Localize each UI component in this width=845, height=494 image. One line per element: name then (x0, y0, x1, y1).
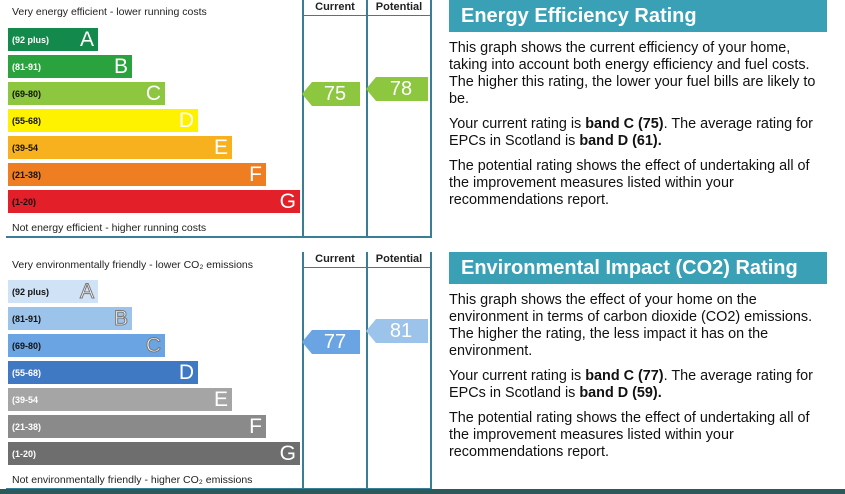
header-rule (304, 267, 430, 268)
energy-average-band: band D (61). (579, 133, 662, 149)
environment-p2-mid: . The average rating for EPCs in Scotlan… (449, 368, 813, 401)
environment-average-band: band D (59). (579, 385, 662, 401)
band-letter: G (279, 190, 296, 213)
top-caption: Very energy efficient - lower running co… (12, 6, 207, 18)
rating-band-b: (81-91) B (8, 55, 132, 78)
chart-bottom-rule (6, 236, 304, 238)
band-letter: C (145, 334, 161, 357)
bottom-caption: Not energy efficient - higher running co… (12, 222, 207, 234)
potential-rating-arrow: 81 (366, 319, 428, 343)
band-letter: D (178, 361, 194, 384)
potential-column-header: Potential (375, 1, 423, 13)
energy-p2-pre: Your current rating is (449, 116, 586, 132)
current-column-header: Current (315, 253, 355, 265)
band-letter: F (249, 163, 262, 186)
rating-band-e: (39-54 E (8, 136, 232, 159)
energy-title: Energy Efficiency Rating (449, 0, 827, 32)
band-range-label: (39-54 (12, 142, 39, 153)
band-letter: B (113, 307, 128, 330)
band-letter: E (213, 388, 228, 411)
footer-rule (0, 489, 845, 494)
rating-band-d: (55-68) D (8, 361, 198, 384)
band-range-label: (55-68) (12, 367, 42, 378)
band-letter: A (79, 280, 94, 303)
band-letter: G (279, 442, 296, 465)
band-letter: F (249, 415, 262, 438)
band-range-label: (69-80) (12, 88, 42, 99)
environment-description: Environmental Impact (CO2) Rating This g… (449, 252, 827, 461)
bottom-caption: Not environmentally friendly - higher CO… (12, 474, 253, 486)
band-range-label: (81-91) (12, 61, 42, 72)
column-divider (366, 0, 368, 238)
environment-paragraph-3: The potential rating shows the effect of… (449, 410, 810, 460)
environment-paragraph-1: This graph shows the effect of your home… (449, 292, 813, 359)
current-rating-arrow: 75 (302, 82, 360, 106)
band-range-label: (39-54 (12, 394, 39, 405)
band-range-label: (92 plus) (12, 286, 50, 297)
energy-p2-mid: . The average rating for EPCs in Scotlan… (449, 116, 813, 149)
band-range-label: (1-20) (12, 196, 37, 207)
band-range-label: (21-38) (12, 421, 42, 432)
potential-column-header: Potential (375, 253, 423, 265)
rating-band-e: (39-54 E (8, 388, 232, 411)
energy-efficiency-panel: Current Potential Very energy efficient … (0, 0, 845, 245)
rating-band-f: (21-38) F (8, 415, 266, 438)
rating-band-c: (69-80) C (8, 334, 165, 357)
current-rating-arrow: 77 (302, 330, 360, 354)
energy-paragraph-3: The potential rating shows the effect of… (449, 158, 810, 208)
environment-paragraph-2: Your current rating is band C (77). The … (449, 368, 827, 402)
column-divider (366, 252, 368, 490)
rating-band-c: (69-80) C (8, 82, 165, 105)
energy-current-band: band C (75) (585, 116, 664, 132)
top-caption: Very environmentally friendly - lower CO… (12, 259, 253, 271)
rating-band-a: (92 plus) A (8, 280, 98, 303)
band-letter: D (178, 109, 194, 132)
rating-band-a: (92 plus) A (8, 28, 98, 51)
environment-p2-pre: Your current rating is (449, 368, 586, 384)
band-letter: B (113, 55, 128, 78)
band-range-label: (81-91) (12, 313, 42, 324)
rating-band-d: (55-68) D (8, 109, 198, 132)
band-letter: E (213, 136, 228, 159)
environmental-impact-panel: Current Potential Very environmentally f… (0, 252, 845, 494)
energy-description: Energy Efficiency Rating This graph show… (449, 0, 827, 209)
band-letter: A (79, 28, 94, 51)
band-range-label: (55-68) (12, 115, 42, 126)
rating-band-b: (81-91) B (8, 307, 132, 330)
environment-current-band: band C (77) (585, 368, 664, 384)
environment-rating-chart: Current Potential Very environmentally f… (6, 252, 432, 490)
rating-band-f: (21-38) F (8, 163, 266, 186)
potential-rating-arrow: 78 (366, 77, 428, 101)
rating-band-g: (1-20) G (8, 190, 300, 213)
energy-paragraph-1: This graph shows the current efficiency … (449, 40, 816, 107)
rating-band-g: (1-20) G (8, 442, 300, 465)
band-range-label: (21-38) (12, 169, 42, 180)
environment-title: Environmental Impact (CO2) Rating (449, 252, 827, 284)
band-letter: C (145, 82, 161, 105)
energy-rating-chart: Current Potential Very energy efficient … (6, 0, 432, 238)
energy-paragraph-2: Your current rating is band C (75). The … (449, 116, 827, 150)
current-column-header: Current (315, 1, 355, 13)
band-range-label: (1-20) (12, 448, 37, 459)
band-range-label: (92 plus) (12, 34, 50, 45)
band-range-label: (69-80) (12, 340, 42, 351)
header-rule (304, 15, 430, 16)
